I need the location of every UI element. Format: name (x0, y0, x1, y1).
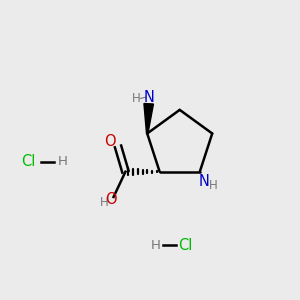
Text: N: N (144, 90, 155, 105)
Text: O: O (105, 192, 117, 207)
Text: H: H (151, 238, 161, 252)
Text: H: H (100, 196, 108, 209)
Polygon shape (144, 103, 154, 134)
Text: H: H (57, 155, 67, 168)
Text: H: H (209, 179, 218, 193)
Text: Cl: Cl (21, 154, 35, 169)
Text: H: H (132, 92, 141, 105)
Text: O: O (104, 134, 116, 148)
Text: Cl: Cl (178, 238, 193, 253)
Text: N: N (199, 174, 210, 189)
